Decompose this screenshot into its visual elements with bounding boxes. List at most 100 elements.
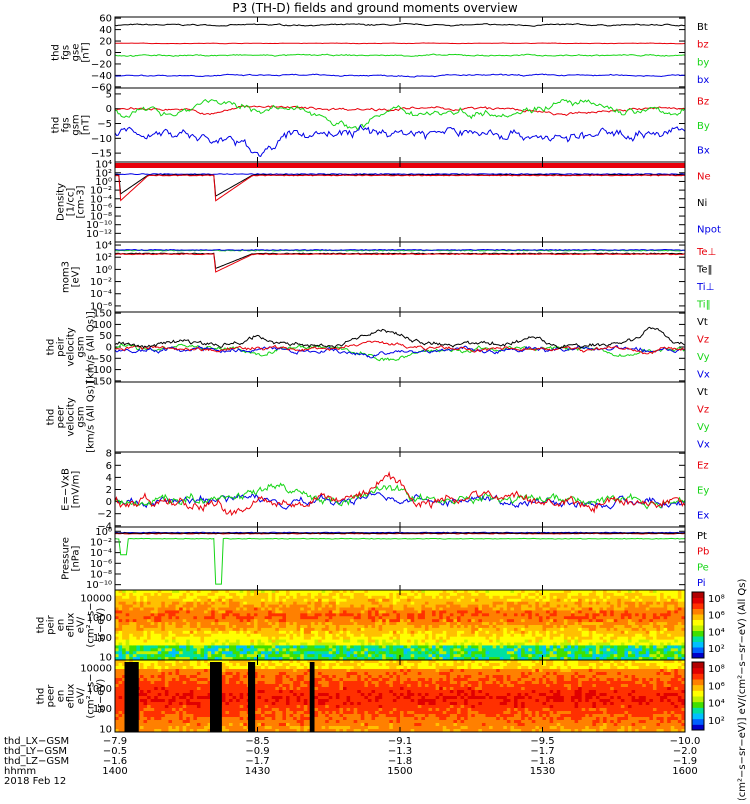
spectrogram-cell: [315, 596, 319, 599]
spectrogram-cell: [496, 637, 500, 640]
spectrogram-cell: [190, 684, 194, 687]
spectrogram-cell: [482, 610, 486, 613]
spectrogram-cell: [653, 631, 657, 634]
spectrogram-cell: [621, 593, 625, 596]
spectrogram-cell: [575, 622, 579, 625]
spectrogram-cell: [119, 708, 123, 711]
y-tick-label: 10⁻⁴: [90, 548, 112, 559]
spectrogram-cell: [158, 651, 162, 654]
spectrogram-cell: [357, 602, 361, 605]
spectrogram-cell: [176, 681, 180, 684]
spectrogram-cell: [671, 625, 675, 628]
spectrogram-cell: [168, 599, 172, 602]
spectrogram-cell: [617, 593, 621, 596]
spectrogram-cell: [596, 602, 600, 605]
spectrogram-cell: [503, 610, 507, 613]
spectrogram-cell: [361, 608, 365, 611]
spectrogram-cell: [528, 613, 532, 616]
spectrogram-cell: [347, 593, 351, 596]
spectrogram-cell: [617, 599, 621, 602]
spectrogram-cell: [322, 651, 326, 654]
spectrogram-cell: [286, 608, 290, 611]
spectrogram-cell: [119, 726, 123, 729]
spectrogram-cell: [215, 634, 219, 637]
spectrogram-cell: [119, 593, 123, 596]
spectrogram-cell: [144, 602, 148, 605]
spectrogram-cell: [660, 596, 664, 599]
spectrogram-cell: [482, 631, 486, 634]
spectrogram-cell: [635, 628, 639, 631]
spectrogram-cell: [564, 651, 568, 654]
spectrogram-cell: [129, 648, 133, 651]
spectrogram-cell: [240, 637, 244, 640]
spectrogram-cell: [122, 631, 126, 634]
spectrogram-cell: [475, 616, 479, 619]
spectrogram-cell: [521, 625, 525, 628]
spectrogram-cell: [336, 605, 340, 608]
spectrogram-cell: [201, 605, 205, 608]
spectrogram-cell: [361, 637, 365, 640]
spectrogram-cell: [144, 693, 148, 696]
legend-label-Npot: Npot: [697, 225, 721, 236]
spectrogram-cell: [361, 619, 365, 622]
spectrogram-cell: [300, 602, 304, 605]
spectrogram-cell: [379, 605, 383, 608]
spectrogram-cell: [144, 699, 148, 702]
spectrogram-cell: [649, 596, 653, 599]
spectrogram-cell: [201, 619, 205, 622]
spectrogram-cell: [161, 708, 165, 711]
spectrogram-cell: [507, 651, 511, 654]
spectrogram-cell: [154, 693, 158, 696]
spectrogram-cell: [179, 690, 183, 693]
spectrogram-cell: [464, 599, 468, 602]
y-tick-label: −15: [91, 149, 112, 160]
spectrogram-cell: [489, 608, 493, 611]
spectrogram-cell: [425, 602, 429, 605]
spectrogram-cell: [268, 613, 272, 616]
spectrogram-cell: [453, 640, 457, 643]
spectrogram-cell: [154, 648, 158, 651]
spectrogram-cell: [557, 599, 561, 602]
spectrogram-cell: [193, 622, 197, 625]
spectrogram-cell: [140, 616, 144, 619]
spectrogram-cell: [421, 596, 425, 599]
spectrogram-cell: [119, 717, 123, 720]
spectrogram-cell: [154, 663, 158, 666]
spectrogram-cell: [151, 643, 155, 646]
spectrogram-cell: [674, 622, 678, 625]
spectrogram-cell: [119, 628, 123, 631]
spectrogram-cell: [307, 648, 311, 651]
spectrogram-cell: [624, 619, 628, 622]
spectrogram-cell: [375, 637, 379, 640]
spectrogram-cell: [332, 645, 336, 648]
spectrogram-cell: [297, 602, 301, 605]
spectrogram-cell: [496, 628, 500, 631]
spectrogram-cell: [300, 648, 304, 651]
spectrogram-cell: [560, 643, 564, 646]
spectrogram-cell: [115, 631, 119, 634]
spectrogram-cell: [500, 610, 504, 613]
spectrogram-cell: [471, 610, 475, 613]
spectrogram-cell: [158, 702, 162, 705]
spectrogram-cell: [208, 599, 212, 602]
spectrogram-cell: [286, 648, 290, 651]
spectrogram-cell: [567, 625, 571, 628]
spectrogram-cell: [261, 599, 265, 602]
spectrogram-cell: [247, 640, 251, 643]
spectrogram-cell: [211, 625, 215, 628]
spectrogram-cell: [115, 723, 119, 726]
spectrogram-cell: [439, 634, 443, 637]
spectrogram-cell: [453, 610, 457, 613]
spectrogram-cell: [649, 605, 653, 608]
spectrogram-cell: [318, 596, 322, 599]
spectrogram-cell: [674, 643, 678, 646]
spectrogram-cell: [468, 643, 472, 646]
y-label-line: [km/s (All Qs)]: [86, 381, 97, 453]
spectrogram-cell: [600, 613, 604, 616]
spectrogram-cell: [600, 640, 604, 643]
spectrogram-cell: [322, 613, 326, 616]
spectrogram-cell: [183, 708, 187, 711]
spectrogram-cell: [172, 672, 176, 675]
spectrogram-cell: [222, 625, 226, 628]
spectrogram-cell: [193, 699, 197, 702]
